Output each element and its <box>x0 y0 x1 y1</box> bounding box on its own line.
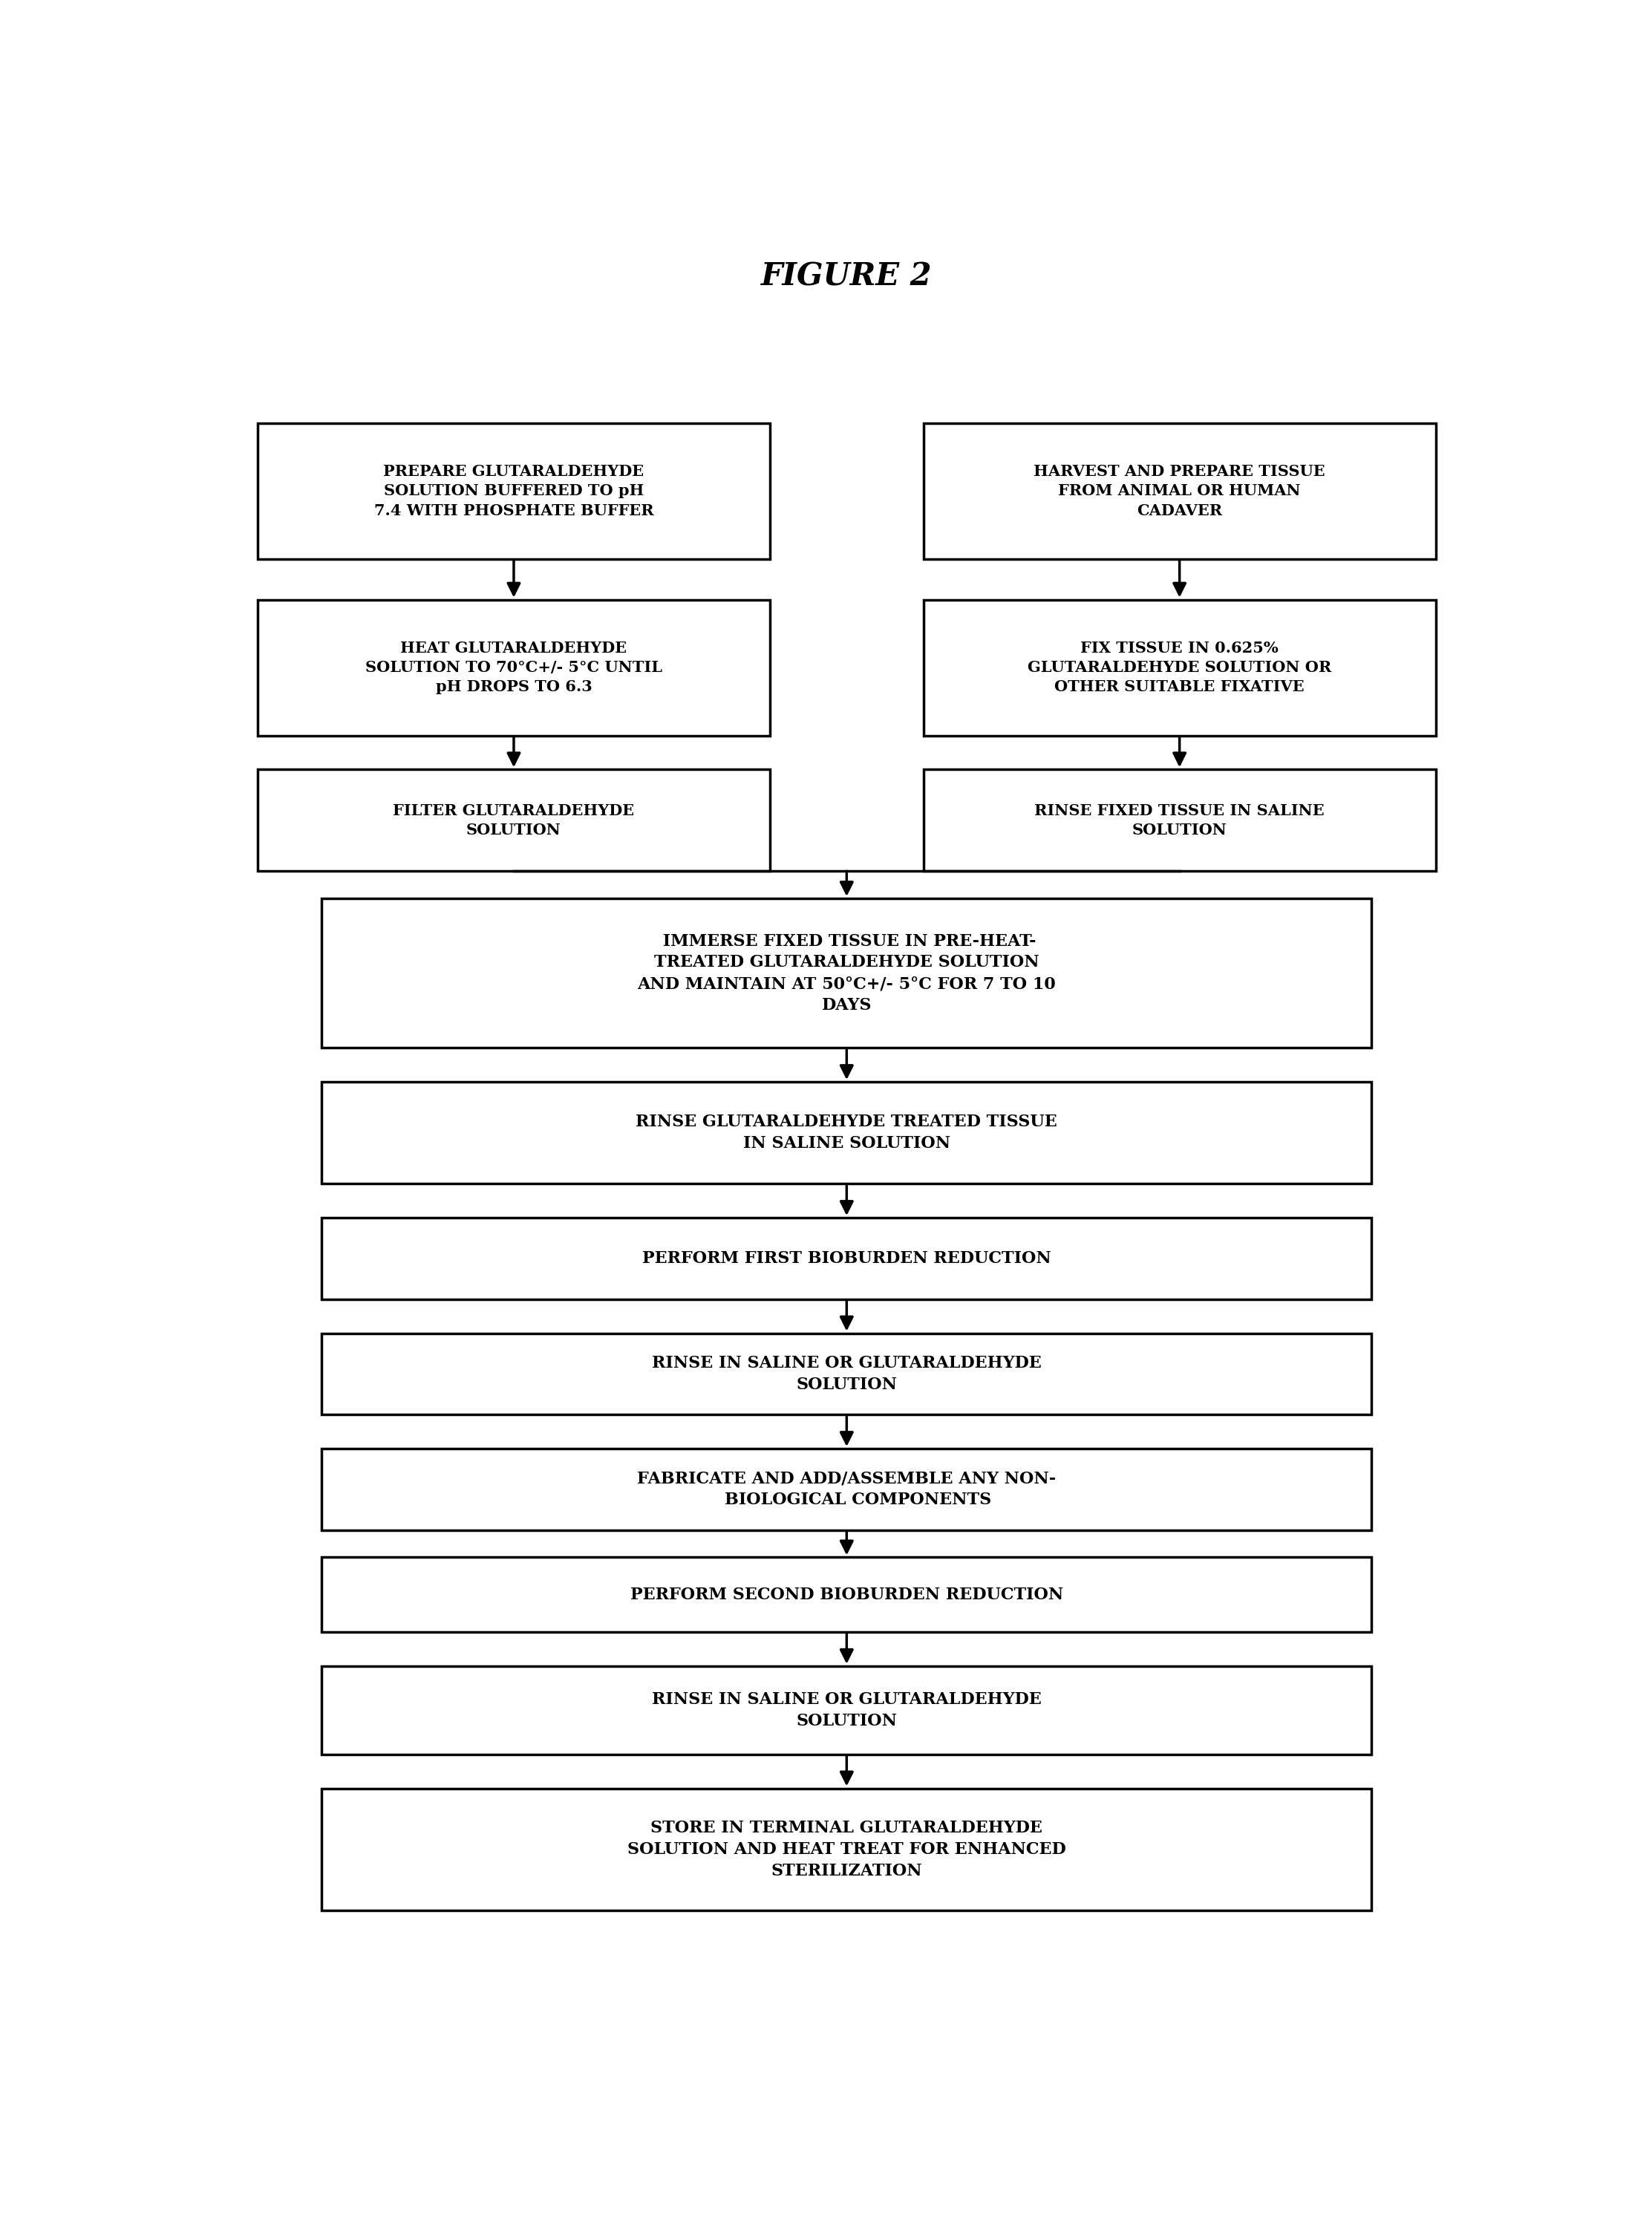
Bar <box>322 898 1371 1047</box>
Bar <box>322 1787 1371 1910</box>
Bar <box>322 1083 1371 1185</box>
Text: PERFORM FIRST BIOBURDEN REDUCTION: PERFORM FIRST BIOBURDEN REDUCTION <box>643 1249 1051 1267</box>
Bar <box>258 422 770 558</box>
Text: FILTER GLUTARALDEHYDE
SOLUTION: FILTER GLUTARALDEHYDE SOLUTION <box>393 803 634 838</box>
Bar <box>923 600 1436 736</box>
Bar <box>322 1334 1371 1414</box>
Text: IMMERSE FIXED TISSUE IN PRE-HEAT-
TREATED GLUTARALDEHYDE SOLUTION
AND MAINTAIN A: IMMERSE FIXED TISSUE IN PRE-HEAT- TREATE… <box>638 934 1056 1014</box>
Text: HARVEST AND PREPARE TISSUE
FROM ANIMAL OR HUMAN
CADAVER: HARVEST AND PREPARE TISSUE FROM ANIMAL O… <box>1034 465 1325 518</box>
Bar <box>258 600 770 736</box>
Text: PERFORM SECOND BIOBURDEN REDUCTION: PERFORM SECOND BIOBURDEN REDUCTION <box>629 1587 1064 1603</box>
Text: HEAT GLUTARALDEHYDE
SOLUTION TO 70°C+/- 5°C UNTIL
pH DROPS TO 6.3: HEAT GLUTARALDEHYDE SOLUTION TO 70°C+/- … <box>365 640 662 694</box>
Bar <box>322 1449 1371 1529</box>
Bar <box>923 422 1436 558</box>
Bar <box>322 1218 1371 1298</box>
Text: FIGURE 2: FIGURE 2 <box>762 262 932 293</box>
Text: PREPARE GLUTARALDEHYDE
SOLUTION BUFFERED TO pH
7.4 WITH PHOSPHATE BUFFER: PREPARE GLUTARALDEHYDE SOLUTION BUFFERED… <box>373 465 654 518</box>
Bar <box>322 1665 1371 1754</box>
Bar <box>258 769 770 871</box>
Text: RINSE IN SALINE OR GLUTARALDEHYDE
SOLUTION: RINSE IN SALINE OR GLUTARALDEHYDE SOLUTI… <box>653 1356 1041 1394</box>
Bar <box>322 1558 1371 1632</box>
Text: RINSE IN SALINE OR GLUTARALDEHYDE
SOLUTION: RINSE IN SALINE OR GLUTARALDEHYDE SOLUTI… <box>653 1692 1041 1729</box>
Text: FIX TISSUE IN 0.625%
GLUTARALDEHYDE SOLUTION OR
OTHER SUITABLE FIXATIVE: FIX TISSUE IN 0.625% GLUTARALDEHYDE SOLU… <box>1028 640 1332 694</box>
Text: FABRICATE AND ADD/ASSEMBLE ANY NON-
    BIOLOGICAL COMPONENTS: FABRICATE AND ADD/ASSEMBLE ANY NON- BIOL… <box>638 1472 1056 1507</box>
Text: RINSE FIXED TISSUE IN SALINE
SOLUTION: RINSE FIXED TISSUE IN SALINE SOLUTION <box>1034 803 1325 838</box>
Bar <box>923 769 1436 871</box>
Text: STORE IN TERMINAL GLUTARALDEHYDE
SOLUTION AND HEAT TREAT FOR ENHANCED
STERILIZAT: STORE IN TERMINAL GLUTARALDEHYDE SOLUTIO… <box>628 1821 1066 1878</box>
Text: RINSE GLUTARALDEHYDE TREATED TISSUE
IN SALINE SOLUTION: RINSE GLUTARALDEHYDE TREATED TISSUE IN S… <box>636 1114 1057 1152</box>
